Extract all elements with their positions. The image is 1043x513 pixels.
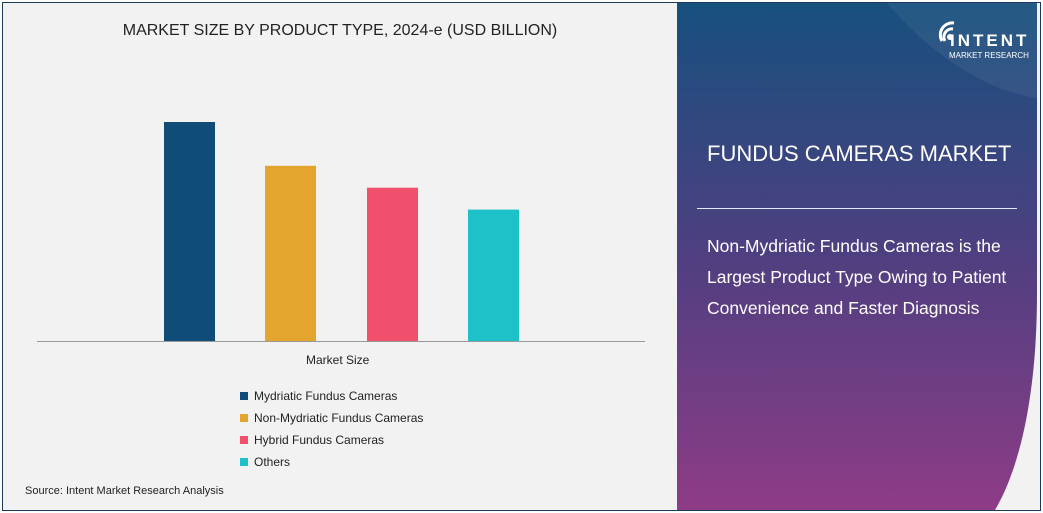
legend-item: Others [240,451,423,473]
legend-item: Hybrid Fundus Cameras [240,429,423,451]
signal-icon [938,21,955,42]
logo-brand: INTENT [950,31,1030,50]
legend-item: Mydriatic Fundus Cameras [240,385,423,407]
legend-swatch [240,392,248,400]
panel-description: Non-Mydriatic Fundus Cameras is the Larg… [707,236,1007,318]
legend-swatch [240,458,248,466]
legend-label: Mydriatic Fundus Cameras [254,389,398,403]
legend-swatch [240,414,248,422]
divider [697,208,1017,209]
intent-logo: INTENT MARKET RESEARCH [932,13,1032,63]
x-category-label: Market Size [306,353,370,367]
legend-label: Hybrid Fundus Cameras [254,433,385,447]
bar-others [468,209,519,341]
bar-hybrid-fundus-cameras [367,187,418,341]
bar-non-mydriatic-fundus-cameras [265,165,316,341]
logo-subtitle: MARKET RESEARCH [949,51,1029,60]
side-panel: INTENT MARKET RESEARCH FUNDUS CAMERAS MA… [677,3,1039,510]
source-note: Source: Intent Market Research Analysis [25,485,224,497]
legend-label: Others [254,455,291,469]
legend-item: Non-Mydriatic Fundus Cameras [240,407,423,429]
panel-title: FUNDUS CAMERAS MARKET [707,141,1012,166]
panel-background [677,3,1037,510]
bar-mydriatic-fundus-cameras [164,122,215,341]
legend-label: Non-Mydriatic Fundus Cameras [254,411,424,425]
legend: Mydriatic Fundus Cameras Non-Mydriatic Fu… [240,385,423,473]
bar-plot [37,122,645,342]
legend-swatch [240,436,248,444]
chart-title: MARKET SIZE BY PRODUCT TYPE, 2024-e (USD… [122,22,558,39]
